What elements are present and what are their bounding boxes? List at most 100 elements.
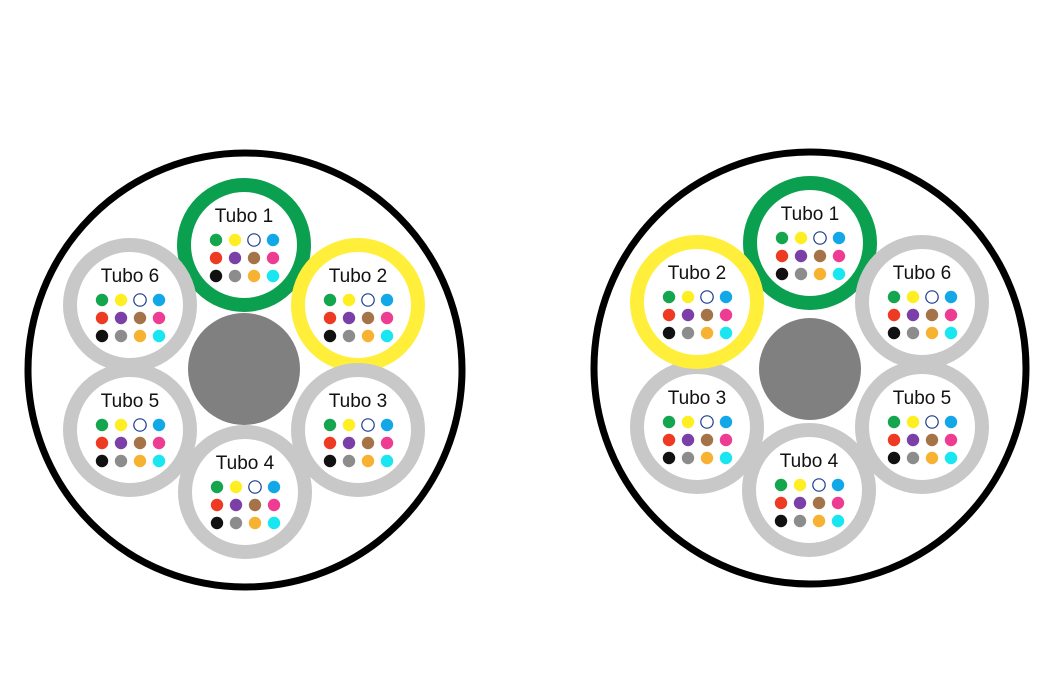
fiber-brown	[133, 436, 147, 450]
tube: Tubo 3	[291, 363, 425, 497]
fiber-violet	[228, 251, 242, 265]
fiber-white	[925, 290, 939, 304]
fiber-pink	[380, 436, 394, 450]
tube: Tubo 2	[630, 235, 764, 369]
tube-ring	[742, 423, 876, 557]
fiber-orange	[812, 514, 826, 528]
fiber-grey	[342, 454, 356, 468]
fiber-grey	[906, 451, 920, 465]
fiber-violet	[114, 311, 128, 325]
fiber-violet	[906, 433, 920, 447]
fiber-white	[812, 478, 826, 492]
fiber-red	[323, 311, 337, 325]
fiber-red	[887, 433, 901, 447]
cable-right-strength-member	[759, 318, 861, 420]
tube: Tubo 4	[178, 425, 312, 559]
tube-label: Tubo 1	[781, 204, 839, 225]
fiber-pink	[832, 249, 846, 263]
cable-right-tubes: Tubo 1 Tubo 6 Tubo 5 Tubo 4 Tubo 3 Tubo 2	[630, 176, 989, 557]
fiber-aqua	[719, 451, 733, 465]
fiber-blue	[719, 290, 733, 304]
tube: Tubo 1	[177, 178, 311, 312]
tube-label: Tubo 6	[893, 263, 951, 284]
fiber-violet	[229, 498, 243, 512]
fiber-orange	[247, 269, 261, 283]
fiber-black	[887, 451, 901, 465]
fiber-grey	[906, 326, 920, 340]
tube: Tubo 2	[291, 238, 425, 372]
fiber-aqua	[267, 516, 281, 530]
tube-label: Tubo 6	[101, 266, 159, 287]
tube: Tubo 1	[743, 176, 877, 310]
fiber-orange	[700, 326, 714, 340]
fiber-black	[209, 269, 223, 283]
fiber-aqua	[944, 326, 958, 340]
fiber-brown	[925, 308, 939, 322]
fiber-pink	[719, 308, 733, 322]
fiber-black	[662, 451, 676, 465]
fiber-aqua	[380, 329, 394, 343]
fiber-blue	[831, 478, 845, 492]
tube-ring	[177, 178, 311, 312]
fiber-white	[361, 418, 375, 432]
fiber-red	[887, 308, 901, 322]
fiber-blue	[267, 480, 281, 494]
fiber-yellow	[229, 480, 243, 494]
fiber-green	[95, 293, 109, 307]
fiber-red	[209, 251, 223, 265]
fiber-brown	[700, 308, 714, 322]
fiber-green	[662, 290, 676, 304]
tube-label: Tubo 5	[101, 391, 159, 412]
fiber-aqua	[719, 326, 733, 340]
fiber-white	[133, 418, 147, 432]
fiber-pink	[266, 251, 280, 265]
fiber-brown	[700, 433, 714, 447]
fiber-white	[813, 231, 827, 245]
fiber-green	[323, 418, 337, 432]
fiber-red	[210, 498, 224, 512]
fiber-yellow	[114, 418, 128, 432]
fiber-brown	[361, 311, 375, 325]
fiber-aqua	[832, 267, 846, 281]
fiber-red	[774, 496, 788, 510]
fiber-orange	[361, 329, 375, 343]
fiber-yellow	[906, 290, 920, 304]
cable-left-strength-member	[188, 313, 300, 425]
tube: Tubo 5	[63, 363, 197, 497]
fiber-violet	[342, 311, 356, 325]
fiber-pink	[944, 308, 958, 322]
fiber-blue	[944, 415, 958, 429]
fiber-pink	[152, 436, 166, 450]
fiber-green	[209, 233, 223, 247]
fiber-grey	[342, 329, 356, 343]
fiber-blue	[152, 293, 166, 307]
fiber-grey	[681, 326, 695, 340]
fiber-yellow	[342, 418, 356, 432]
fiber-white	[361, 293, 375, 307]
fiber-black	[323, 329, 337, 343]
tube-ring	[743, 176, 877, 310]
fiber-red	[775, 249, 789, 263]
fiber-green	[887, 290, 901, 304]
fiber-black	[887, 326, 901, 340]
tube-label: Tubo 2	[668, 263, 726, 284]
fiber-yellow	[114, 293, 128, 307]
fiber-grey	[114, 329, 128, 343]
fiber-orange	[133, 454, 147, 468]
tube-label: Tubo 1	[215, 206, 273, 227]
fiber-violet	[681, 433, 695, 447]
fiber-grey	[228, 269, 242, 283]
tube-ring	[291, 363, 425, 497]
fiber-red	[662, 308, 676, 322]
tube: Tubo 3	[630, 360, 764, 494]
tube-label: Tubo 2	[329, 266, 387, 287]
fiber-black	[775, 267, 789, 281]
fiber-black	[95, 454, 109, 468]
tube-label: Tubo 5	[893, 388, 951, 409]
fiber-black	[662, 326, 676, 340]
tube-ring	[855, 235, 989, 369]
fiber-green	[95, 418, 109, 432]
fiber-black	[323, 454, 337, 468]
tube-label: Tubo 4	[216, 453, 275, 474]
fiber-blue	[380, 293, 394, 307]
